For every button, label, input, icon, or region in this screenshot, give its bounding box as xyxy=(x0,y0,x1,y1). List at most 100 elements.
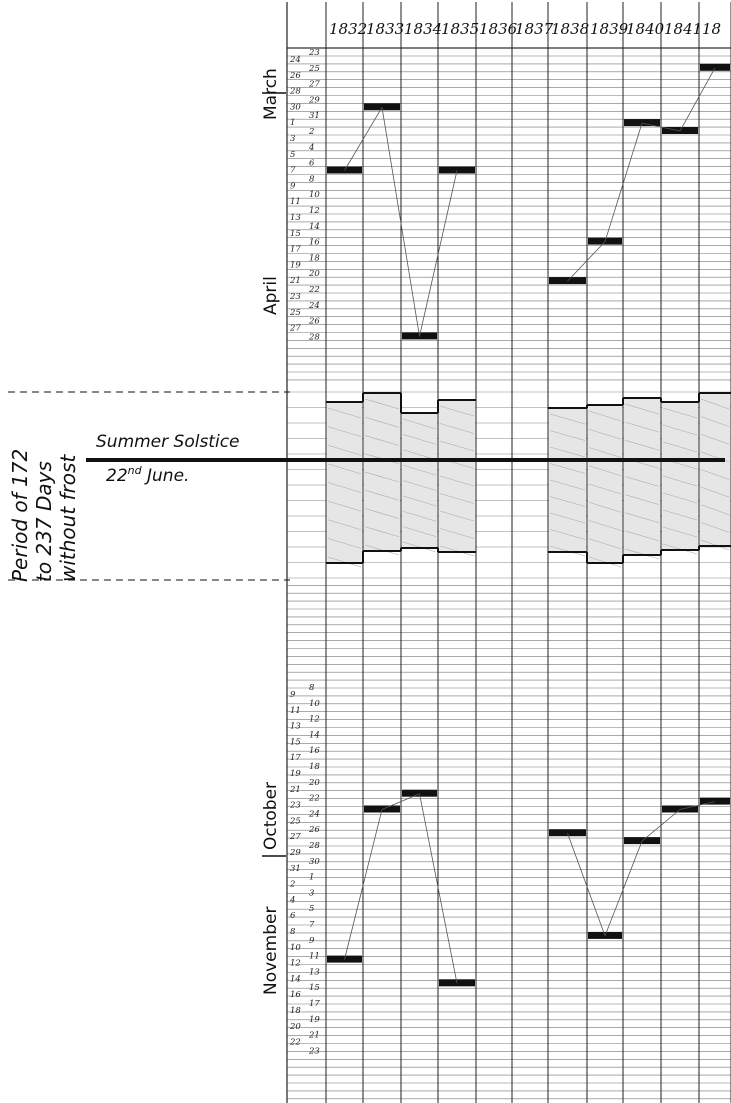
year-label: 1840 xyxy=(626,20,665,38)
day-label: 22 xyxy=(289,1038,301,1048)
hatch-line xyxy=(439,475,475,487)
year-label: 1838 xyxy=(551,20,589,38)
hatch-line xyxy=(588,538,622,550)
day-label: 27 xyxy=(289,324,301,334)
day-label: 18 xyxy=(309,762,320,772)
day-label: 14 xyxy=(309,222,320,232)
frost-free-band xyxy=(402,413,437,548)
day-label: 17 xyxy=(309,999,320,1009)
day-label: 8 xyxy=(290,927,296,937)
frost-connector xyxy=(567,833,606,937)
hatch-line xyxy=(402,434,437,445)
day-label: 13 xyxy=(290,213,301,223)
day-label: 15 xyxy=(290,737,301,747)
hatch-line xyxy=(549,512,586,524)
year-label: 1837 xyxy=(515,20,554,38)
hatch-line xyxy=(364,471,400,483)
frost-connector xyxy=(419,170,458,337)
year-label: 1832 xyxy=(329,20,367,38)
frost-marker xyxy=(439,166,475,174)
hatch-line xyxy=(588,465,622,477)
hatch-line xyxy=(327,519,362,531)
period-line-1: Period of 172 xyxy=(8,449,32,582)
solstice-label-bg xyxy=(92,423,272,491)
frost-series xyxy=(327,63,730,987)
hatch-line xyxy=(624,530,660,542)
hatch-line xyxy=(549,446,586,458)
year-label: 1835 xyxy=(441,20,479,38)
day-label: 10 xyxy=(309,699,320,709)
solstice-date: 22nd June. xyxy=(106,464,189,486)
day-label: 12 xyxy=(290,959,301,969)
frost-connector xyxy=(381,107,420,337)
hatch-line xyxy=(662,441,698,453)
hatch-line xyxy=(588,483,622,495)
day-label: 25 xyxy=(289,308,301,318)
solstice-name: Summer Solstice xyxy=(96,432,240,452)
day-labels: 2426283013579111315171921232527232527293… xyxy=(289,48,320,1056)
day-label: 30 xyxy=(309,857,320,867)
period-line-3: without frost xyxy=(56,454,80,582)
hatch-line xyxy=(624,421,660,433)
day-label: 14 xyxy=(290,974,301,984)
day-label: 14 xyxy=(309,730,320,740)
day-label: 30 xyxy=(290,102,301,112)
hatch-line xyxy=(327,426,362,437)
hatch-line xyxy=(402,510,437,522)
day-label: 7 xyxy=(309,920,315,930)
frost-connector xyxy=(344,809,383,960)
month-label: April xyxy=(261,276,281,315)
day-label: 9 xyxy=(290,690,296,700)
hatch-line xyxy=(549,430,586,441)
frost-connector xyxy=(567,241,606,282)
day-label: 28 xyxy=(308,841,320,851)
year-label: 18 xyxy=(702,20,721,38)
hatch-line xyxy=(662,509,698,521)
frost-connector xyxy=(604,840,643,937)
frost-marker xyxy=(700,63,730,71)
frost-marker xyxy=(364,805,400,813)
day-label: 19 xyxy=(309,1015,320,1025)
hatch-line xyxy=(662,492,698,504)
frost-marker xyxy=(624,119,660,127)
hatch-line xyxy=(327,463,362,475)
day-label: 17 xyxy=(290,753,301,763)
day-label: 28 xyxy=(289,87,301,97)
hatch-line xyxy=(402,464,437,476)
day-label: 11 xyxy=(290,197,301,207)
day-label: 24 xyxy=(308,301,320,311)
month-label: November xyxy=(261,907,281,995)
frost-free-band xyxy=(439,400,475,552)
hatch-line xyxy=(700,486,730,498)
day-label: 9 xyxy=(309,936,315,946)
hatch-line xyxy=(402,480,437,491)
day-label: 10 xyxy=(290,943,301,953)
hatch-line xyxy=(700,469,730,480)
day-label: 27 xyxy=(289,832,301,842)
day-label: 27 xyxy=(308,80,320,90)
hatch-line xyxy=(588,410,622,422)
day-label: 31 xyxy=(290,864,301,874)
hatch-line xyxy=(624,439,660,451)
hatch-line xyxy=(700,433,730,445)
day-label: 20 xyxy=(289,1022,301,1032)
hatch-line xyxy=(439,405,475,417)
day-label: 8 xyxy=(309,174,315,184)
day-label: 9 xyxy=(290,181,296,191)
day-label: 15 xyxy=(309,983,320,993)
frost-free-band xyxy=(700,393,730,546)
frost-free-band xyxy=(624,398,660,555)
frost-free-band xyxy=(549,408,586,552)
day-label: 24 xyxy=(289,55,301,65)
hatch-line xyxy=(402,418,437,430)
period-annotation: Period of 172 to 237 Days without frost … xyxy=(8,391,725,582)
hatch-line xyxy=(662,407,698,419)
day-label: 12 xyxy=(309,206,320,216)
frost-connector xyxy=(419,793,458,984)
hatch-line xyxy=(700,398,730,410)
frost-free-band xyxy=(662,402,698,550)
period-line-2: to 237 Days xyxy=(32,461,56,582)
hatch-line xyxy=(327,407,362,419)
day-label: 11 xyxy=(290,706,301,716)
